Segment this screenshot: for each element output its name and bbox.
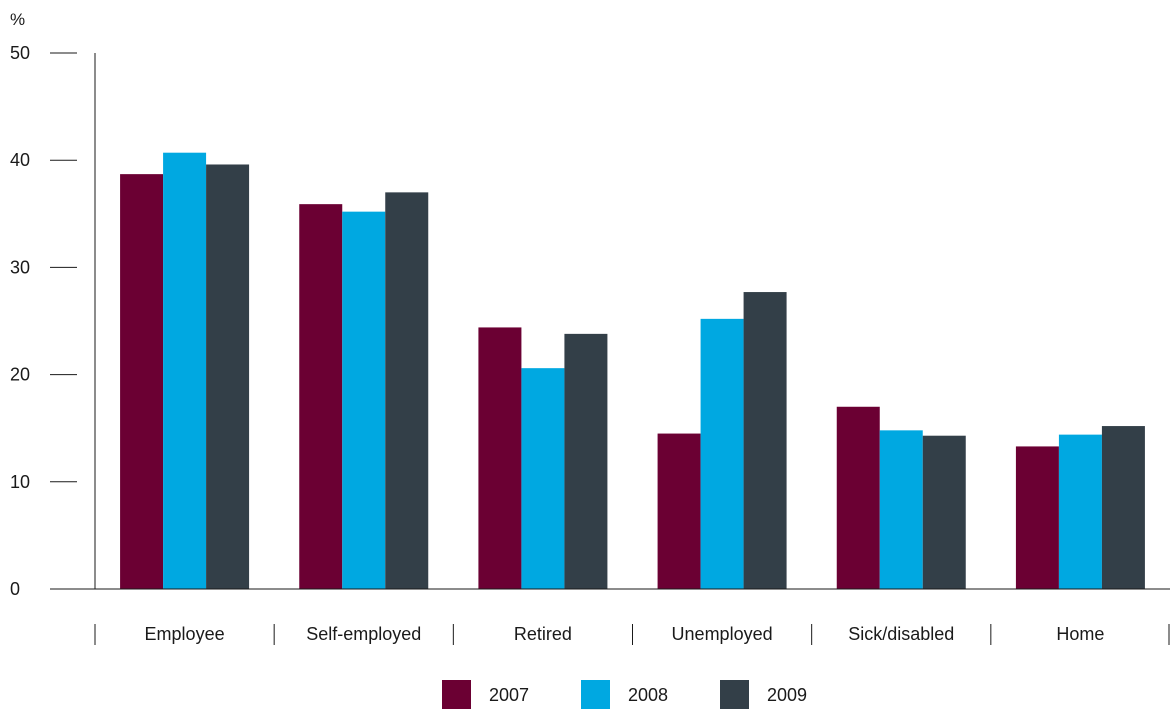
legend-swatch-2007 (442, 680, 471, 709)
legend: 2007 2008 2009 (442, 680, 807, 709)
bar-2009-home (1101, 426, 1145, 589)
y-unit-label: % (10, 10, 25, 29)
bar-2008-home (1058, 434, 1102, 589)
bar-2009-retired (564, 333, 608, 589)
legend-label-2009: 2009 (767, 685, 807, 705)
bar-2009-self-employed (385, 192, 429, 590)
y-tick-label: 0 (10, 579, 20, 599)
bar-2007-sick-disabled (836, 406, 880, 589)
bar-2007-retired (478, 327, 522, 589)
bar-2008-self-employed (342, 211, 386, 589)
x-axis: Employee Self-employed Retired Unemployed Si… (50, 588, 1170, 645)
bar-2007-employee (120, 174, 164, 590)
bar-2007-self-employed (299, 204, 343, 590)
category-label: Sick/disabled (848, 624, 954, 644)
bar-2008-retired (521, 368, 565, 589)
y-tick-label: 50 (10, 43, 30, 63)
bar-2008-unemployed (700, 318, 744, 589)
bar-2008-employee (163, 152, 207, 590)
y-tick-label: 20 (10, 365, 30, 385)
y-tick-label: 40 (10, 150, 30, 170)
y-tick-label: 30 (10, 257, 30, 277)
legend-label-2008: 2008 (628, 685, 668, 705)
category-label: Home (1056, 624, 1104, 644)
bar-2009-unemployed (743, 292, 787, 589)
bar-2007-unemployed (657, 433, 701, 589)
bar-2008-sick-disabled (879, 430, 923, 589)
category-label: Unemployed (672, 624, 773, 644)
category-label: Employee (145, 624, 225, 644)
bar-2009-sick-disabled (922, 435, 966, 589)
bar-2009-employee (206, 164, 250, 589)
bar-2007-home (1015, 446, 1059, 589)
legend-swatch-2008 (581, 680, 610, 709)
y-axis: 0 10 20 30 40 50 (10, 43, 96, 599)
legend-label-2007: 2007 (489, 685, 529, 705)
legend-swatch-2009 (720, 680, 749, 709)
bars (120, 152, 1145, 590)
category-label: Self-employed (306, 624, 421, 644)
category-label: Retired (514, 624, 572, 644)
y-tick-label: 10 (10, 472, 30, 492)
